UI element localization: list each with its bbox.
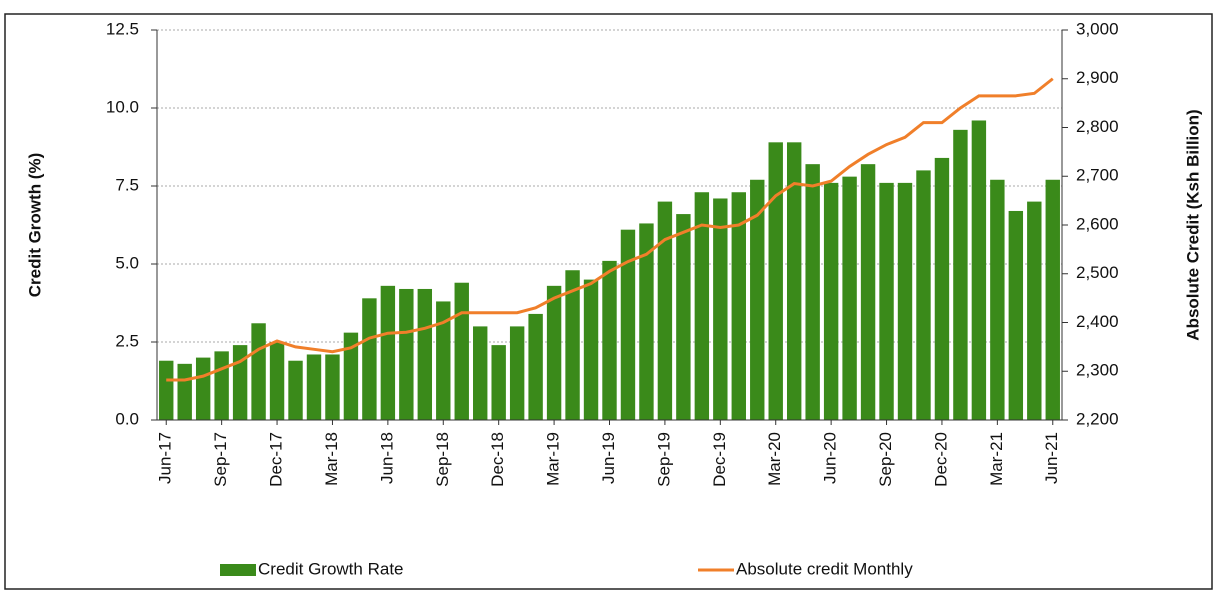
bar xyxy=(731,192,746,420)
x-tick-label: Jun-20 xyxy=(821,432,840,484)
bar xyxy=(713,198,728,420)
bar xyxy=(565,270,580,420)
y-tick-label: 7.5 xyxy=(115,175,139,194)
bar xyxy=(897,182,913,420)
bar xyxy=(214,351,229,420)
x-tick-label: Dec-20 xyxy=(931,432,950,487)
legend-label: Absolute credit Monthly xyxy=(736,559,913,578)
x-tick-label: Mar-20 xyxy=(765,432,784,486)
bar xyxy=(232,345,248,420)
x-tick-label: Jun-17 xyxy=(156,432,175,484)
bar xyxy=(491,345,506,420)
y2-tick-label: 2,700 xyxy=(1076,166,1119,185)
bar xyxy=(620,229,636,420)
bar xyxy=(1027,201,1042,420)
bar xyxy=(750,179,765,420)
bar xyxy=(842,176,857,420)
y2-axis-title: Absolute Credit (Ksh Billion) xyxy=(1183,109,1202,340)
bar xyxy=(325,354,340,420)
legend-swatch xyxy=(220,564,256,576)
x-tick-label: Dec-18 xyxy=(488,432,507,487)
bar xyxy=(971,120,987,420)
x-tick-label: Jun-21 xyxy=(1042,432,1061,484)
y2-tick-label: 2,500 xyxy=(1076,263,1119,282)
bar xyxy=(288,360,303,420)
bar xyxy=(177,363,192,420)
y2-tick-label: 2,600 xyxy=(1076,214,1119,233)
x-tick-label: Sep-17 xyxy=(211,432,230,487)
legend-label: Credit Growth Rate xyxy=(258,559,404,578)
x-tick-label: Jun-19 xyxy=(599,432,618,484)
bar xyxy=(343,332,359,420)
x-tick-label: Dec-17 xyxy=(267,432,286,487)
y2-tick-label: 2,400 xyxy=(1076,312,1119,331)
bar xyxy=(473,326,488,420)
bar xyxy=(879,182,894,420)
bar xyxy=(990,179,1005,420)
y-axis-title: Credit Growth (%) xyxy=(25,153,44,298)
y2-tick-label: 2,200 xyxy=(1076,409,1119,428)
x-tick-label: Dec-19 xyxy=(710,432,729,487)
bar xyxy=(546,285,562,420)
y2-tick-label: 2,300 xyxy=(1076,361,1119,380)
y2-tick-label: 2,800 xyxy=(1076,117,1119,136)
bar xyxy=(953,129,968,420)
bar xyxy=(694,192,710,420)
bar xyxy=(380,285,396,420)
bar xyxy=(509,326,525,420)
y2-tick-label: 3,000 xyxy=(1076,19,1119,38)
y-tick-label: 2.5 xyxy=(115,331,139,350)
bar xyxy=(1008,210,1024,420)
x-tick-label: Sep-18 xyxy=(433,432,452,487)
bar xyxy=(823,182,839,420)
bar xyxy=(269,342,285,420)
x-tick-label: Mar-19 xyxy=(544,432,563,486)
y2-tick-label: 2,900 xyxy=(1076,68,1119,87)
bar xyxy=(1045,179,1060,420)
bar xyxy=(251,323,266,420)
bar xyxy=(805,164,820,420)
chart-frame xyxy=(4,13,1213,590)
y-tick-label: 0.0 xyxy=(115,409,139,428)
bar xyxy=(639,223,654,420)
bar xyxy=(583,279,599,420)
y-tick-label: 10.0 xyxy=(106,97,139,116)
bar xyxy=(916,170,931,420)
bar xyxy=(657,201,673,420)
bar xyxy=(436,301,451,420)
line xyxy=(166,77,1054,382)
bar xyxy=(454,282,469,420)
bar xyxy=(860,164,876,420)
bar xyxy=(768,142,783,420)
bar xyxy=(399,288,414,420)
bar xyxy=(159,360,174,420)
x-tick-label: Jun-18 xyxy=(377,432,396,484)
bar xyxy=(195,357,211,420)
bar xyxy=(676,214,691,420)
x-tick-label: Sep-19 xyxy=(654,432,673,487)
x-tick-label: Mar-18 xyxy=(322,432,341,486)
bar xyxy=(934,157,950,421)
bar xyxy=(306,354,322,420)
bar xyxy=(786,142,802,420)
bar xyxy=(528,313,543,420)
bar xyxy=(602,260,617,420)
x-tick-label: Mar-21 xyxy=(987,432,1006,486)
x-tick-label: Sep-20 xyxy=(876,432,895,487)
y-tick-label: 5.0 xyxy=(115,253,139,272)
bar xyxy=(362,298,377,420)
bar xyxy=(417,288,433,420)
y-tick-label: 12.5 xyxy=(106,19,139,38)
